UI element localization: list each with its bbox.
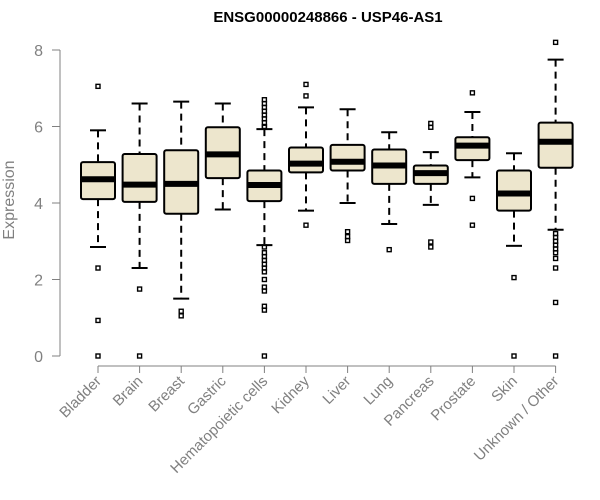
box-group [204,102,241,211]
outlier-point [552,255,559,262]
iqr-box [121,153,158,203]
outlier-point [95,265,101,271]
outlier-point [428,124,434,130]
box-group [121,102,158,359]
box-group [537,39,574,359]
outlier-point [303,93,309,99]
outlier-point [552,265,559,271]
outlier-point [261,288,268,294]
box-series [80,39,574,359]
outlier-point [511,353,517,359]
y-axis: 0 2 4 6 8 [34,43,61,366]
box-group [412,120,449,250]
outlier-point [178,313,184,319]
box-group [496,152,532,359]
outlier-point [136,353,143,359]
x-tick-label: Lung [360,373,396,409]
outlier-point [552,353,559,359]
outlier-point [344,228,351,235]
outlier-point [95,353,101,359]
iqr-box [288,146,324,174]
outlier-point [552,39,559,46]
chart-title: ENSG00000248866 - USP46-AS1 [213,9,442,26]
y-tick-label: 2 [34,273,43,290]
outlier-point [428,239,434,245]
outlier-point [95,83,101,90]
y-tick-label: 8 [34,43,43,60]
x-tick-label: Prostate [428,373,480,425]
box-group [246,97,283,359]
y-tick-label: 0 [34,349,43,366]
x-tick-label: Brain [110,373,147,410]
box-group [80,83,116,359]
box-group [329,108,366,244]
outlier-point [261,276,268,283]
iqr-box [537,121,574,169]
box-group [371,131,408,253]
outlier-point [552,250,559,256]
outlier-point [136,286,143,292]
outlier-point [552,299,559,306]
outlier-point [344,237,351,244]
outlier-point [469,90,476,96]
x-tick-label: Bladder [56,373,105,422]
y-axis-label: Expression [1,160,18,239]
outlier-point [261,124,268,130]
outlier-point [261,244,268,250]
box-group [163,100,200,319]
box-group [288,81,324,228]
x-tick-label: Breast [145,372,188,415]
outlier-point [511,274,517,281]
outlier-point [469,195,476,202]
box-group [454,90,491,228]
iqr-box [454,136,491,162]
outlier-point [261,353,268,359]
outlier-point [386,246,392,253]
outlier-point [261,307,268,313]
outlier-point [95,317,101,324]
outlier-point [303,222,309,228]
x-tick-label: Liver [319,373,354,408]
x-tick-label: Skin [488,373,521,406]
outlier-point [178,308,184,314]
x-tick-label: Kidney [268,372,313,417]
iqr-box [329,143,366,172]
outlier-point [261,269,268,275]
y-tick-label: 4 [34,196,43,213]
outlier-point [303,81,309,88]
outlier-point [469,222,476,228]
y-tick-label: 6 [34,120,43,137]
outlier-point [428,244,434,250]
